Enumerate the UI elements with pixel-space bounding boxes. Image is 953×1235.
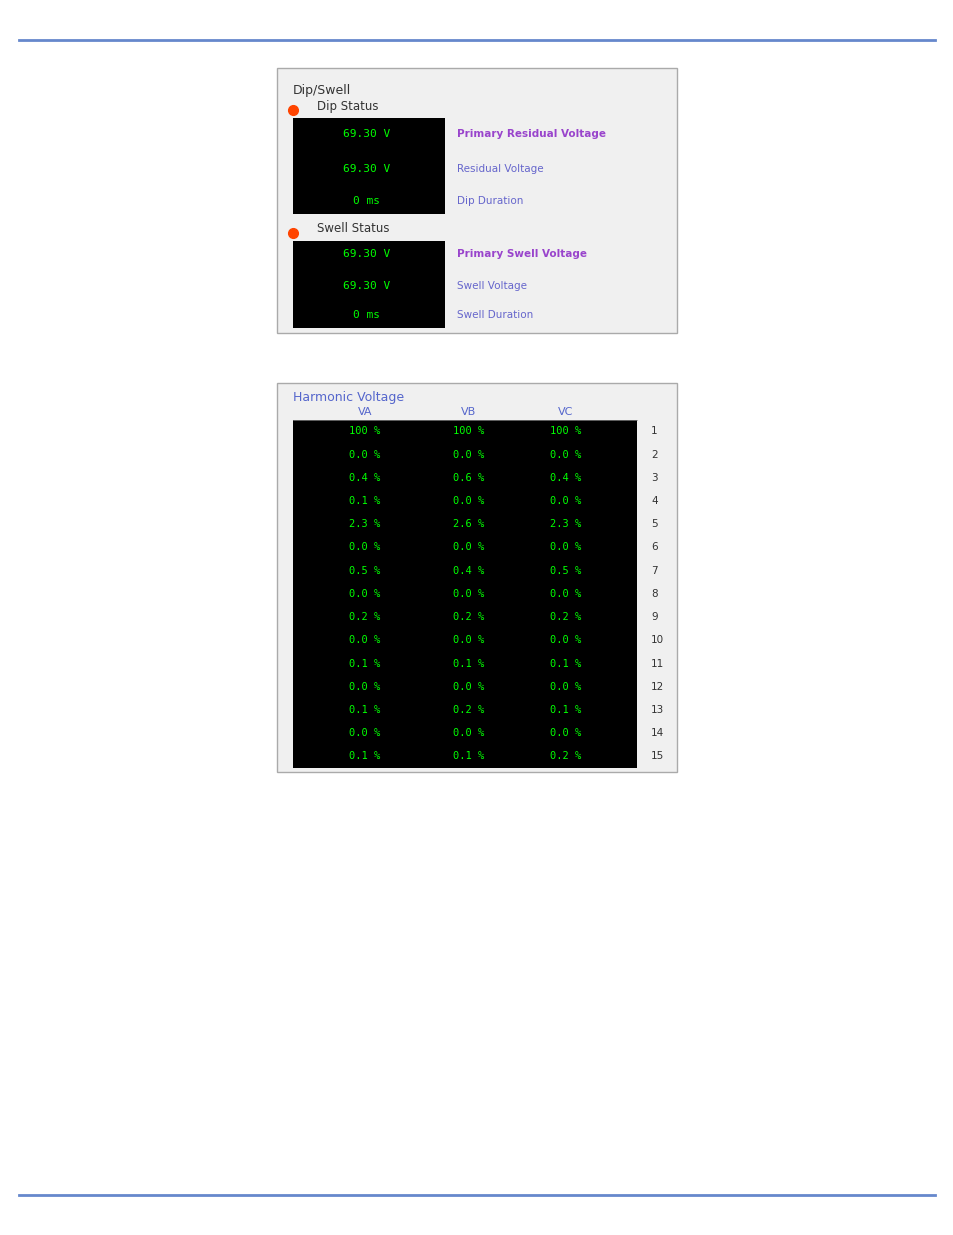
Text: 15: 15 — [651, 751, 664, 762]
Text: 0.1 %: 0.1 % — [349, 705, 380, 715]
Text: 0.1 %: 0.1 % — [453, 751, 484, 762]
Text: 0.0 %: 0.0 % — [549, 496, 580, 506]
Text: 9: 9 — [651, 613, 658, 622]
Text: 0.0 %: 0.0 % — [549, 729, 580, 739]
Text: 0.5 %: 0.5 % — [549, 566, 580, 576]
Text: 69.30 V: 69.30 V — [343, 280, 390, 290]
Text: 100 %: 100 % — [349, 426, 380, 436]
Text: 0.0 %: 0.0 % — [349, 729, 380, 739]
Text: Dip/Swell: Dip/Swell — [293, 84, 351, 96]
Text: 2: 2 — [651, 450, 658, 459]
Text: 0.1 %: 0.1 % — [549, 658, 580, 668]
Text: 0.2 %: 0.2 % — [549, 751, 580, 762]
Text: 0.2 %: 0.2 % — [349, 613, 380, 622]
Text: 7: 7 — [651, 566, 658, 576]
Text: 11: 11 — [651, 658, 664, 668]
Text: 0.0 %: 0.0 % — [453, 542, 484, 552]
Text: Primary Residual Voltage: Primary Residual Voltage — [456, 130, 605, 140]
Text: 13: 13 — [651, 705, 664, 715]
Text: 0.0 %: 0.0 % — [453, 729, 484, 739]
Text: 8: 8 — [651, 589, 658, 599]
Text: 69.30 V: 69.30 V — [343, 248, 390, 259]
Text: 2.3 %: 2.3 % — [549, 519, 580, 530]
Text: VA: VA — [357, 408, 372, 417]
Text: 3: 3 — [651, 473, 658, 483]
Text: 0.0 %: 0.0 % — [453, 589, 484, 599]
Text: 2.6 %: 2.6 % — [453, 519, 484, 530]
Text: 0.0 %: 0.0 % — [349, 635, 380, 646]
Text: 0.0 %: 0.0 % — [453, 496, 484, 506]
Text: 4: 4 — [651, 496, 658, 506]
FancyBboxPatch shape — [276, 68, 677, 333]
Text: VB: VB — [461, 408, 476, 417]
FancyBboxPatch shape — [276, 383, 677, 772]
FancyBboxPatch shape — [293, 420, 637, 768]
Text: Swell Voltage: Swell Voltage — [456, 280, 526, 290]
Text: 0.2 %: 0.2 % — [453, 613, 484, 622]
Text: 0 ms: 0 ms — [353, 195, 380, 206]
Text: Residual Voltage: Residual Voltage — [456, 164, 543, 174]
Text: 0.5 %: 0.5 % — [349, 566, 380, 576]
Text: 0.0 %: 0.0 % — [453, 635, 484, 646]
Text: 0.4 %: 0.4 % — [349, 473, 380, 483]
Text: 12: 12 — [651, 682, 664, 692]
Text: 69.30 V: 69.30 V — [343, 130, 390, 140]
Text: 69.30 V: 69.30 V — [343, 164, 390, 174]
Text: 6: 6 — [651, 542, 658, 552]
Text: Harmonic Voltage: Harmonic Voltage — [293, 391, 403, 404]
Text: 100 %: 100 % — [549, 426, 580, 436]
Text: 0.0 %: 0.0 % — [549, 450, 580, 459]
Text: 5: 5 — [651, 519, 658, 530]
Text: 10: 10 — [651, 635, 663, 646]
Text: 0.0 %: 0.0 % — [549, 589, 580, 599]
Text: Primary Swell Voltage: Primary Swell Voltage — [456, 248, 586, 259]
FancyBboxPatch shape — [293, 119, 444, 214]
Text: 1: 1 — [651, 426, 658, 436]
Text: 2.3 %: 2.3 % — [349, 519, 380, 530]
Text: 0.0 %: 0.0 % — [453, 682, 484, 692]
Text: 0.4 %: 0.4 % — [453, 566, 484, 576]
Text: 0.2 %: 0.2 % — [453, 705, 484, 715]
Text: 0.0 %: 0.0 % — [549, 542, 580, 552]
FancyBboxPatch shape — [293, 241, 444, 329]
Text: Swell Status: Swell Status — [316, 222, 389, 235]
Text: 0.1 %: 0.1 % — [549, 705, 580, 715]
Text: 0.1 %: 0.1 % — [349, 496, 380, 506]
Text: 0.0 %: 0.0 % — [549, 682, 580, 692]
Text: 0.0 %: 0.0 % — [349, 450, 380, 459]
Text: 0.6 %: 0.6 % — [453, 473, 484, 483]
Text: 0.0 %: 0.0 % — [549, 635, 580, 646]
Text: 0.2 %: 0.2 % — [549, 613, 580, 622]
Text: 0.1 %: 0.1 % — [453, 658, 484, 668]
Text: 14: 14 — [651, 729, 664, 739]
Text: 0.0 %: 0.0 % — [349, 542, 380, 552]
Text: VC: VC — [557, 408, 572, 417]
Text: 0.0 %: 0.0 % — [349, 682, 380, 692]
Text: 0.0 %: 0.0 % — [349, 589, 380, 599]
Text: 0.4 %: 0.4 % — [549, 473, 580, 483]
Text: 0.1 %: 0.1 % — [349, 658, 380, 668]
Text: 0 ms: 0 ms — [353, 310, 380, 320]
Text: Dip Duration: Dip Duration — [456, 195, 523, 206]
Text: Dip Status: Dip Status — [316, 100, 377, 112]
Text: 100 %: 100 % — [453, 426, 484, 436]
Text: 0.0 %: 0.0 % — [453, 450, 484, 459]
Text: 0.1 %: 0.1 % — [349, 751, 380, 762]
Text: Swell Duration: Swell Duration — [456, 310, 533, 320]
